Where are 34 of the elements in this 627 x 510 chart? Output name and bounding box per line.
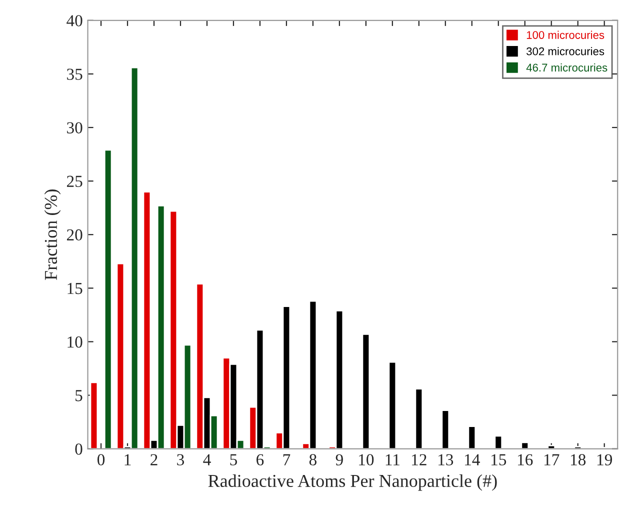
x-tick-label: 2: [150, 454, 158, 466]
y-tick-label: 40: [66, 15, 82, 26]
x-tick-label: 13: [438, 454, 454, 466]
y-tick-label: 25: [66, 176, 82, 187]
x-tick-label: 1: [124, 454, 131, 466]
x-tick-label: 9: [336, 454, 343, 466]
x-tick-label: 0: [97, 454, 105, 466]
legend-label: 100 microcuries: [526, 30, 604, 39]
y-tick-label: 10: [68, 336, 82, 348]
x-tick-label: 11: [386, 454, 400, 466]
x-axis-title: Radioactive Atoms Per Nanoparticle (#): [208, 474, 497, 491]
x-tick-label: 12: [412, 454, 426, 466]
y-axis-title: Fraction (%): [44, 190, 61, 280]
y-tick-label: 35: [67, 68, 82, 80]
x-tick-label: 4: [203, 454, 211, 466]
x-tick-label: 3: [177, 454, 184, 466]
x-tick-label: 8: [309, 454, 316, 466]
x-tick-label: 18: [570, 454, 586, 466]
x-tick-label: 6: [256, 454, 264, 466]
y-tick-label: 30: [67, 122, 82, 134]
x-tick-label: 17: [544, 454, 560, 466]
y-tick-label: 15: [68, 282, 82, 294]
x-tick-label: 7: [283, 454, 290, 466]
x-tick-label: 14: [465, 454, 480, 466]
x-tick-label: 15: [492, 454, 506, 466]
y-tick-label: 20: [66, 229, 82, 241]
x-tick-label: 16: [518, 454, 533, 466]
legend-label: 46.7 microcuries: [526, 63, 608, 72]
x-tick-label: 5: [230, 454, 237, 466]
x-tick-label: 10: [359, 454, 374, 466]
y-tick-label: 5: [76, 390, 82, 402]
y-tick-label: 0: [75, 444, 82, 455]
x-tick-label: 19: [597, 454, 612, 466]
legend-label: 302 microcuries: [526, 47, 604, 56]
